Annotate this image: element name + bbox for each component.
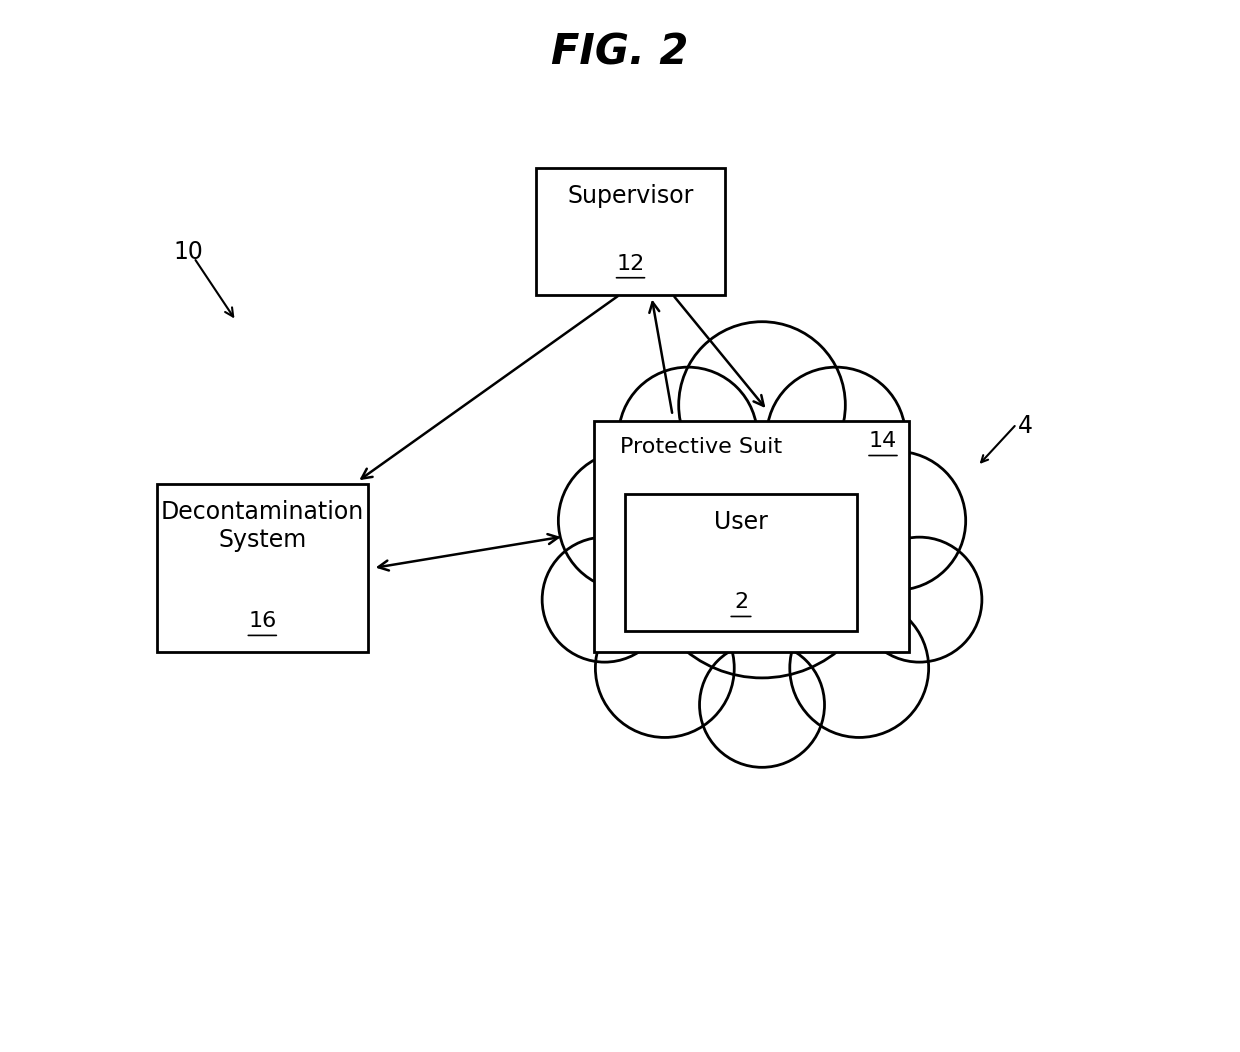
Circle shape bbox=[699, 643, 825, 767]
Bar bbox=[157, 484, 367, 652]
Text: Supervisor: Supervisor bbox=[568, 184, 693, 208]
Text: 12: 12 bbox=[616, 254, 645, 274]
Circle shape bbox=[619, 367, 758, 506]
Bar bbox=[625, 494, 857, 631]
Circle shape bbox=[641, 438, 883, 677]
Text: FIG. 2: FIG. 2 bbox=[552, 32, 688, 74]
Circle shape bbox=[857, 538, 982, 662]
Text: Decontamination
System: Decontamination System bbox=[161, 500, 365, 551]
Text: 16: 16 bbox=[248, 611, 277, 631]
Circle shape bbox=[827, 451, 966, 590]
Circle shape bbox=[558, 451, 697, 590]
Text: Protective Suit: Protective Suit bbox=[620, 437, 782, 457]
Text: 2: 2 bbox=[734, 592, 748, 612]
Circle shape bbox=[678, 322, 846, 488]
Text: 10: 10 bbox=[174, 241, 203, 264]
Circle shape bbox=[595, 599, 734, 737]
Text: User: User bbox=[714, 510, 768, 534]
Bar bbox=[594, 421, 909, 652]
Bar bbox=[536, 168, 725, 295]
Circle shape bbox=[790, 599, 929, 737]
Circle shape bbox=[542, 538, 667, 662]
Text: 4: 4 bbox=[1018, 414, 1033, 438]
Circle shape bbox=[766, 367, 905, 506]
Text: 14: 14 bbox=[869, 431, 897, 451]
